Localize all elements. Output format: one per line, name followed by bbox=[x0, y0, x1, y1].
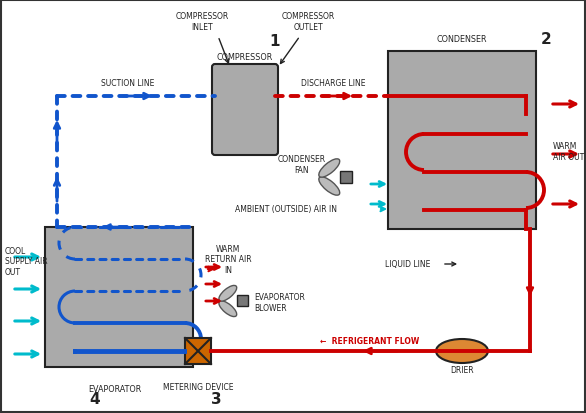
Text: AMBIENT (OUTSIDE) AIR IN: AMBIENT (OUTSIDE) AIR IN bbox=[235, 205, 337, 214]
Text: EVAPORATOR: EVAPORATOR bbox=[88, 385, 142, 394]
Ellipse shape bbox=[436, 339, 488, 363]
Text: CONDENSER: CONDENSER bbox=[437, 36, 487, 44]
Text: SUCTION LINE: SUCTION LINE bbox=[101, 79, 155, 88]
Ellipse shape bbox=[219, 286, 237, 301]
Text: DISCHARGE LINE: DISCHARGE LINE bbox=[301, 79, 365, 88]
Text: WARM
AIR OUT: WARM AIR OUT bbox=[553, 142, 584, 161]
Text: 4: 4 bbox=[90, 392, 100, 406]
Text: COMPRESSOR
INLET: COMPRESSOR INLET bbox=[175, 12, 229, 32]
Bar bbox=[185, 338, 211, 364]
Text: 2: 2 bbox=[541, 33, 551, 47]
Text: ←  REFRIGERANT FLOW: ← REFRIGERANT FLOW bbox=[320, 337, 419, 346]
Text: LIQUID LINE: LIQUID LINE bbox=[385, 260, 430, 269]
Bar bbox=[237, 295, 248, 306]
Ellipse shape bbox=[319, 177, 340, 196]
Text: DRIER: DRIER bbox=[450, 366, 474, 375]
Text: COMPRESSOR
OUTLET: COMPRESSOR OUTLET bbox=[281, 12, 335, 32]
Text: 3: 3 bbox=[211, 392, 222, 406]
Text: EVAPORATOR
BLOWER: EVAPORATOR BLOWER bbox=[254, 292, 305, 312]
Bar bbox=[340, 171, 352, 183]
Ellipse shape bbox=[219, 301, 237, 317]
Text: COMPRESSOR: COMPRESSOR bbox=[217, 52, 273, 62]
Text: COOL
SUPPLY AIR
OUT: COOL SUPPLY AIR OUT bbox=[5, 247, 47, 276]
Bar bbox=[388, 52, 536, 230]
Text: 1: 1 bbox=[270, 34, 280, 50]
Text: METERING DEVICE: METERING DEVICE bbox=[163, 382, 233, 392]
Text: CONDENSER
FAN: CONDENSER FAN bbox=[278, 155, 326, 174]
FancyBboxPatch shape bbox=[212, 65, 278, 156]
Ellipse shape bbox=[319, 159, 340, 178]
Bar bbox=[45, 228, 193, 367]
Text: WARM
RETURN AIR
IN: WARM RETURN AIR IN bbox=[205, 244, 251, 274]
